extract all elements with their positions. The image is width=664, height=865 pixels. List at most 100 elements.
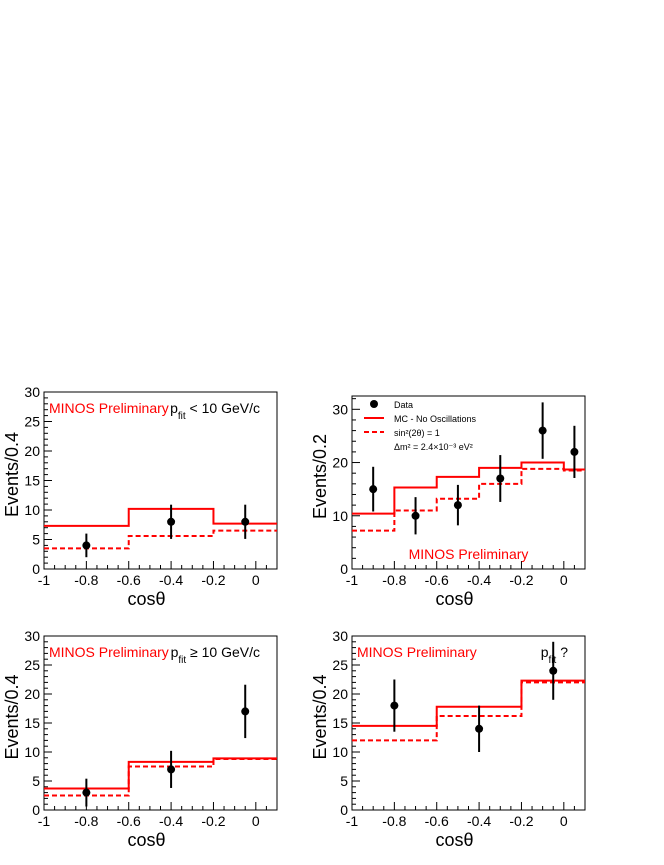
y-tick-label: 25 [332, 657, 348, 673]
y-tick-label: 0 [340, 802, 348, 818]
y-axis-label: Events/0.2 [310, 434, 330, 519]
minos-preliminary-label: MINOS Preliminary [409, 546, 529, 562]
x-tick-label: -1 [346, 572, 359, 588]
y-tick-label: 30 [332, 401, 348, 417]
y-tick-label: 5 [32, 532, 40, 548]
y-tick-label: 20 [24, 443, 40, 459]
y-tick-label: 10 [24, 744, 40, 760]
y-tick-label: 10 [24, 502, 40, 518]
mc-oscillation-histogram [44, 529, 277, 550]
x-tick-label: -0.2 [201, 572, 225, 588]
x-tick-label: -0.2 [509, 813, 533, 829]
legend-entry-label: sin²(2θ) = 1 [394, 428, 440, 438]
x-tick-label: -0.6 [117, 572, 141, 588]
x-tick-label: -0.4 [467, 813, 491, 829]
data-point [369, 485, 378, 494]
minos-preliminary-label: MINOS Preliminary [49, 400, 169, 416]
y-axis-label: Events/0.4 [2, 674, 22, 759]
x-tick-label: 0 [252, 572, 260, 588]
x-tick-label: -1 [346, 813, 359, 829]
y-tick-label: 15 [332, 715, 348, 731]
y-tick-label: 5 [340, 773, 348, 789]
y-tick-label: 30 [332, 628, 348, 644]
y-tick-label: 25 [24, 657, 40, 673]
data-point [241, 707, 250, 716]
momentum-selection-label-subscript: fit [178, 411, 186, 422]
y-tick-label: 15 [24, 473, 40, 489]
y-tick-label: 20 [332, 686, 348, 702]
x-tick-label: -0.6 [117, 813, 141, 829]
y-tick-label: 20 [24, 686, 40, 702]
x-tick-label: -0.8 [74, 813, 98, 829]
x-tick-label: -0.4 [159, 572, 183, 588]
legend-entry-label: MC - No Oscillations [394, 414, 477, 424]
plot-frame [43, 635, 278, 811]
momentum-selection-label-rest: ≥ 10 GeV/c [186, 644, 260, 660]
momentum-selection-label-subscript: fit [549, 655, 557, 666]
mc-oscillation-histogram [44, 757, 277, 797]
panel-3: -1 -0.8 -0.6 -0.4 -0.2 0 0 5 10 15 20 25 30 cosθ Event… [2, 628, 278, 850]
data-point [167, 517, 176, 526]
data-point [475, 724, 484, 733]
y-tick-label: 0 [32, 561, 40, 577]
data-point [496, 474, 505, 483]
x-tick-label: -0.2 [201, 813, 225, 829]
y-tick-label: 5 [32, 773, 40, 789]
x-tick-label: -0.2 [509, 572, 533, 588]
data-point [570, 447, 579, 456]
x-tick-label: 0 [560, 572, 568, 588]
mc-no-oscillation-histogram [352, 679, 585, 727]
y-tick-label: 10 [332, 508, 348, 524]
legend-data-marker [370, 400, 378, 408]
panel-1: -1 -0.8 -0.6 -0.4 -0.2 0 0 5 10 15 20 25 30 cosθ Event… [2, 384, 278, 609]
data-point [241, 517, 250, 526]
plot-frame [43, 391, 278, 570]
y-tick-label: 0 [340, 561, 348, 577]
y-tick-label: 20 [332, 455, 348, 471]
legend-entry-label: Δm² = 2.4×10⁻³ eV² [394, 442, 473, 452]
data-point [538, 426, 547, 435]
y-axis-label: Events/0.4 [2, 432, 22, 517]
panel-4: -1 -0.8 -0.6 -0.4 -0.2 0 0 5 10 15 20 25 30 cosθ Event… [310, 628, 586, 850]
x-tick-label: -0.4 [159, 813, 183, 829]
y-tick-label: 30 [24, 384, 40, 400]
x-tick-label: -1 [38, 813, 51, 829]
mc-oscillation-histogram [352, 467, 585, 532]
y-tick-label: 15 [24, 715, 40, 731]
x-tick-label: -0.6 [425, 813, 449, 829]
momentum-selection-label-rest: ? [556, 644, 568, 660]
panel-2: -1 -0.8 -0.6 -0.4 -0.2 0 0 10 20 30 cosθ Events/0.2… [310, 395, 586, 609]
x-axis-label: cosθ [127, 589, 165, 609]
mc-no-oscillation-histogram [44, 757, 277, 790]
momentum-selection-label: pfit < 10 GeV/c [170, 400, 260, 422]
data-point [82, 788, 91, 797]
x-axis-label: cosθ [127, 830, 165, 850]
x-tick-label: -0.4 [467, 572, 491, 588]
x-tick-label: -1 [38, 572, 51, 588]
minos-preliminary-label: MINOS Preliminary [49, 644, 169, 660]
x-tick-label: -0.8 [382, 813, 406, 829]
mc-no-oscillation-histogram [352, 461, 585, 515]
data-point [411, 511, 420, 520]
data-point [167, 765, 176, 774]
y-tick-label: 10 [332, 744, 348, 760]
x-tick-label: -0.6 [425, 572, 449, 588]
momentum-selection-label: pfit ? [541, 644, 568, 666]
mc-oscillation-histogram [352, 681, 585, 742]
momentum-selection-label-subscript: fit [178, 655, 186, 666]
data-point [453, 501, 462, 510]
y-axis-label: Events/0.4 [310, 674, 330, 759]
data-point [390, 701, 399, 710]
y-tick-label: 0 [32, 802, 40, 818]
momentum-selection-label-rest: < 10 GeV/c [186, 400, 260, 416]
y-tick-label: 25 [24, 414, 40, 430]
data-point [549, 666, 558, 675]
x-axis-label: cosθ [435, 830, 473, 850]
momentum-selection-label: pfit ≥ 10 GeV/c [171, 644, 260, 666]
x-tick-label: -0.8 [382, 572, 406, 588]
minos-preliminary-label: MINOS Preliminary [357, 644, 477, 660]
legend-entry-label: Data [394, 400, 413, 410]
legend: Data MC - No Oscillations sin²(2θ) = 1 Δm² … [364, 400, 477, 452]
